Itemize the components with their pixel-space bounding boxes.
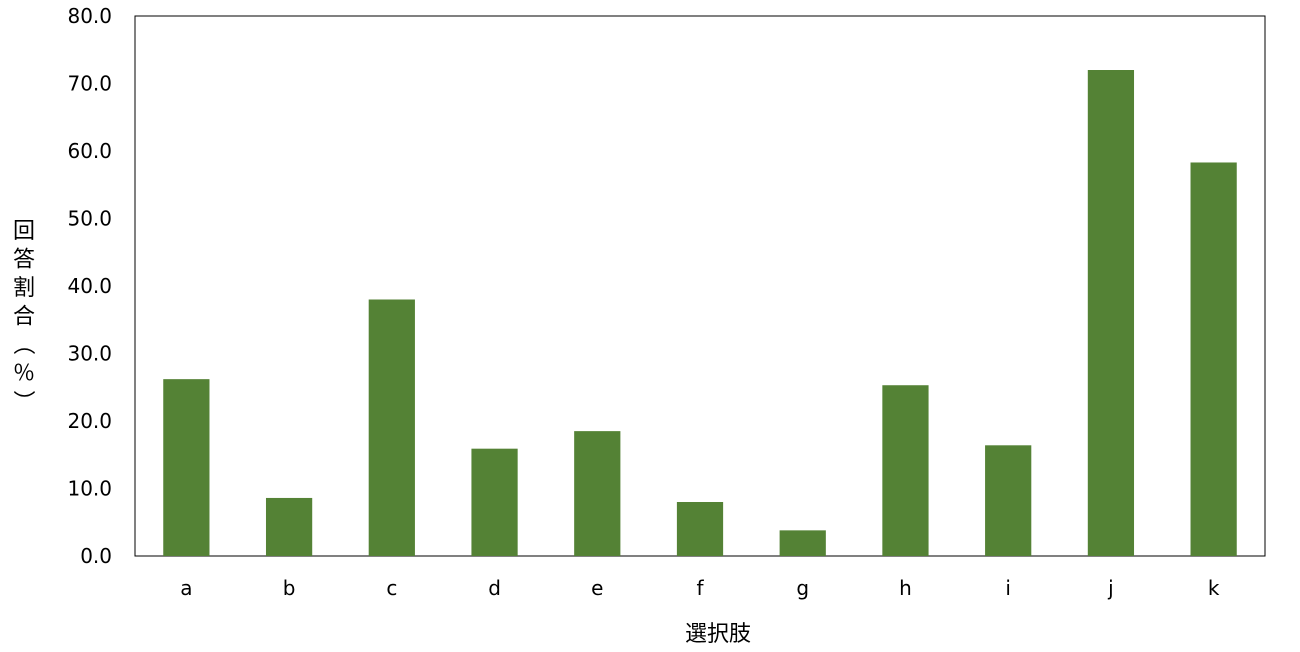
y-tick-label: 10.0: [67, 477, 112, 501]
y-tick-label: 70.0: [67, 72, 112, 96]
y-axis-title-char: 答: [13, 248, 35, 273]
bar-a: [163, 379, 209, 556]
x-tick-label: c: [386, 576, 397, 600]
x-tick-label: h: [899, 576, 912, 600]
x-tick-label: g: [796, 576, 809, 600]
x-tick-label: j: [1107, 576, 1114, 600]
bar-f: [677, 502, 723, 556]
bar-g: [780, 530, 826, 556]
bars: [163, 70, 1237, 556]
y-tick-label: 50.0: [67, 207, 112, 231]
bar-k: [1191, 162, 1237, 556]
y-axis-title-char: ％: [13, 362, 35, 387]
x-axis-ticks: a b c d e f g h i j k: [180, 576, 1220, 600]
bar-h: [882, 385, 928, 556]
x-tick-label: a: [180, 576, 192, 600]
y-axis-title-char: 回: [13, 219, 35, 244]
y-tick-label: 40.0: [67, 274, 112, 298]
y-tick-label: 20.0: [67, 409, 112, 433]
y-tick-label: 60.0: [67, 139, 112, 163]
y-axis-title-char: 割: [13, 276, 35, 301]
x-tick-label: e: [591, 576, 603, 600]
y-axis-ticks: 0.0 10.0 20.0 30.0 40.0 50.0 60.0 70.0 80.0: [67, 4, 112, 568]
y-axis-title-char: （: [10, 333, 35, 355]
bar-e: [574, 431, 620, 556]
x-tick-label: i: [1005, 576, 1011, 600]
bar-b: [266, 498, 312, 556]
x-tick-label: k: [1208, 576, 1220, 600]
bar-d: [471, 449, 517, 556]
bar-c: [369, 300, 415, 557]
x-tick-label: f: [696, 576, 704, 600]
y-axis-title-char: 合: [13, 305, 35, 330]
y-axis-title-char: ）: [10, 390, 35, 412]
y-tick-label: 80.0: [67, 4, 112, 28]
y-tick-label: 0.0: [80, 544, 112, 568]
bar-j: [1088, 70, 1134, 556]
x-tick-label: b: [283, 576, 296, 600]
x-tick-label: d: [488, 576, 501, 600]
bar-i: [985, 445, 1031, 556]
x-axis-title: 選択肢: [685, 622, 751, 647]
y-tick-label: 30.0: [67, 342, 112, 366]
